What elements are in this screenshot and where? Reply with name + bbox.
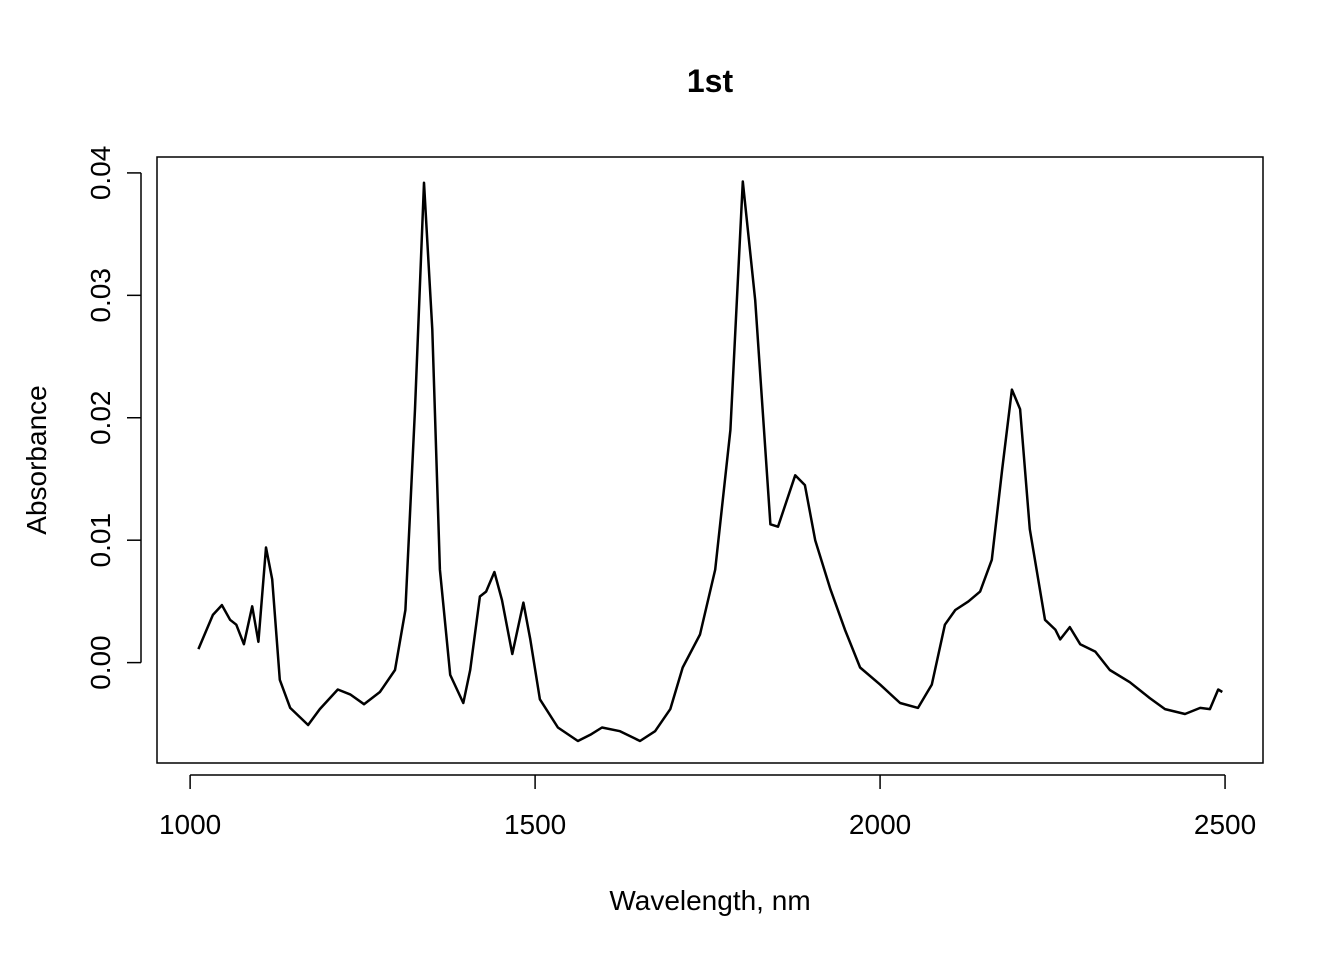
y-tick-label: 0.03: [85, 268, 116, 323]
chart-title: 1st: [687, 63, 734, 99]
y-tick-label: 0.00: [85, 635, 116, 690]
y-axis-label: Absorbance: [21, 385, 52, 534]
x-tick-label: 2000: [849, 809, 911, 840]
plot-box: [156, 156, 1264, 764]
x-tick-label: 2500: [1194, 809, 1256, 840]
y-tick-label: 0.04: [85, 146, 116, 201]
x-tick-label: 1500: [504, 809, 566, 840]
y-tick-label: 0.02: [85, 391, 116, 446]
spectrum-line: [197, 180, 1223, 743]
y-tick-label: 0.01: [85, 513, 116, 568]
x-tick-label: 1000: [159, 809, 221, 840]
x-axis-label: Wavelength, nm: [609, 885, 810, 916]
